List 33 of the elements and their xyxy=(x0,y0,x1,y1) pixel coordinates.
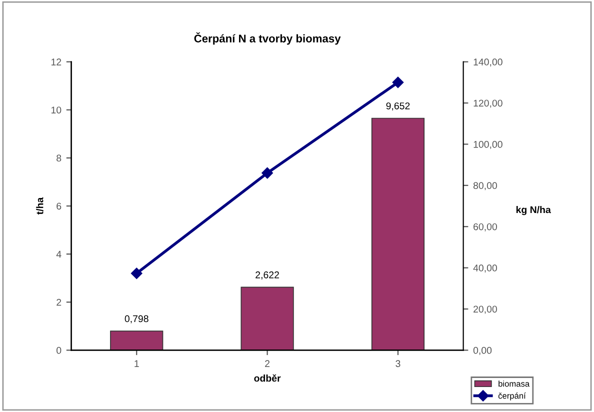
y-tick-label: 2 xyxy=(56,298,62,306)
data-label: 9,652 xyxy=(386,102,410,111)
bar xyxy=(240,286,294,350)
y-tick-label: 12 xyxy=(51,58,62,66)
y-tick-label: 6 xyxy=(56,202,62,210)
legend-label: biomasa xyxy=(498,380,530,387)
x-axis-title: odběr xyxy=(254,374,281,382)
x-tick-label: 3 xyxy=(396,360,400,368)
y-tick-label: 8 xyxy=(56,154,62,162)
y-tick-label: 4 xyxy=(56,250,62,258)
point xyxy=(392,76,404,88)
bar xyxy=(110,330,164,350)
y2-tick-label: 20,00 xyxy=(474,306,497,314)
y2-tick-label: 40,00 xyxy=(473,264,497,273)
point xyxy=(131,268,142,279)
y-axis-title: t/ha xyxy=(36,197,44,215)
legend-label: čerpání xyxy=(498,392,526,400)
data-label: 0,798 xyxy=(124,315,148,324)
x-tick-label: 2 xyxy=(265,360,270,367)
y2-tick-label: 120,00 xyxy=(474,100,502,108)
y-tick-label: 10 xyxy=(51,106,62,114)
y2-tick-label: 0,00 xyxy=(473,346,492,355)
chart-title: Čerpání N a tvorby biomasy xyxy=(194,32,341,45)
bar xyxy=(371,118,425,350)
x-tick-label: 1 xyxy=(134,360,139,367)
y2-tick-label: 80,00 xyxy=(473,182,497,190)
y2-axis-title: kg N/ha xyxy=(516,206,551,216)
y-tick-label: 0 xyxy=(56,346,62,354)
data-label: 2,622 xyxy=(256,271,279,280)
point xyxy=(262,167,273,179)
y2-tick-label: 140,00 xyxy=(474,58,502,67)
y2-tick-label: 60,00 xyxy=(474,223,497,232)
y2-tick-label: 100,00 xyxy=(474,140,502,149)
